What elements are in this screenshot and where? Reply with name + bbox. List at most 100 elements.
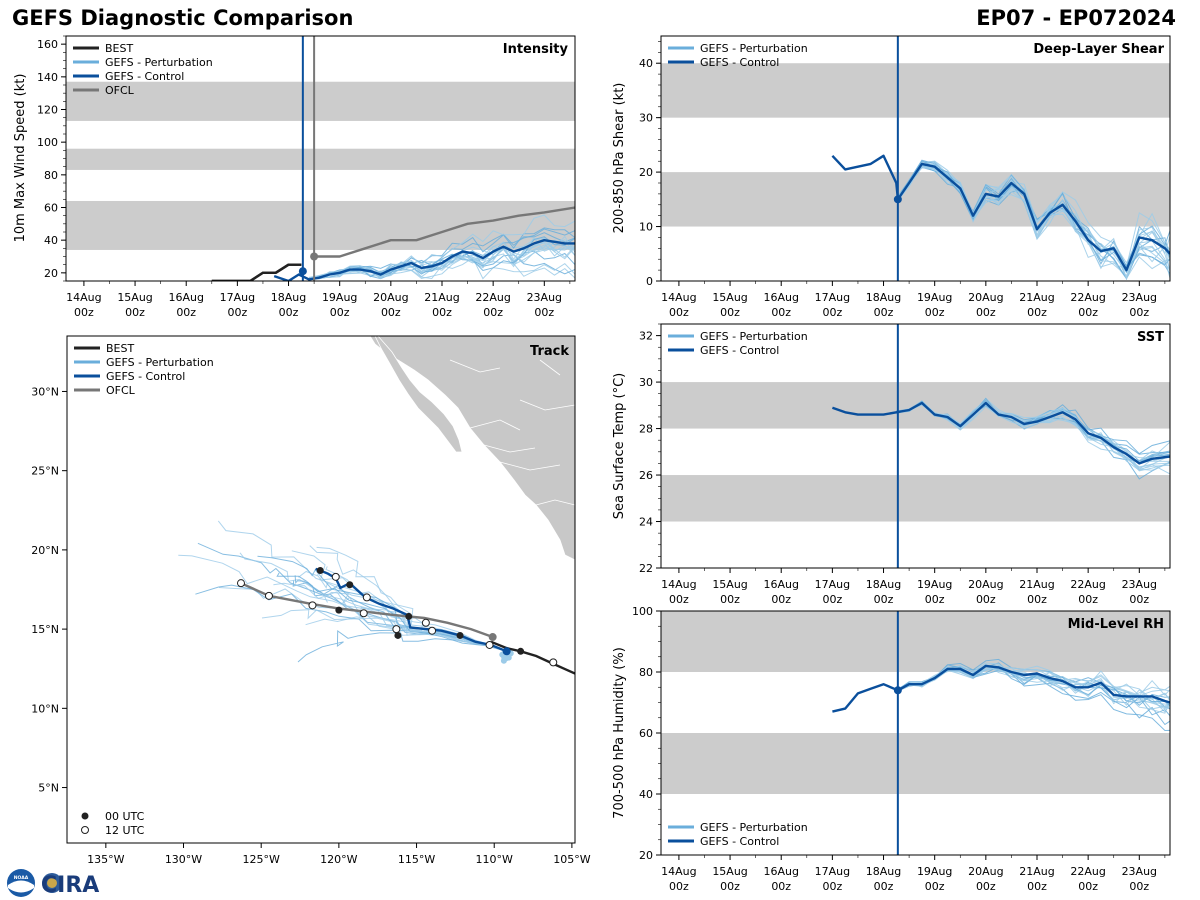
track-ytick-label-2: 15°N <box>31 623 59 636</box>
track-ytick-label-3: 20°N <box>31 544 59 557</box>
shear-marker <box>893 195 902 204</box>
track-point-00utc <box>394 631 402 639</box>
baja-california <box>374 336 463 453</box>
rh-xtick-label-time-8: 00z <box>1078 880 1098 893</box>
track-legend-label-2: GEFS - Control <box>106 370 185 383</box>
sst-ytick-label-0: 22 <box>639 562 653 575</box>
shear-title: Deep-Layer Shear <box>1033 42 1164 57</box>
rh-ytick-label-1: 40 <box>639 788 653 801</box>
sst-xtick-label-time-2: 00z <box>771 593 791 606</box>
track-ofcl-line <box>240 582 494 639</box>
track-point-00utc <box>335 606 343 614</box>
track-point-12utc <box>236 579 245 588</box>
intensity-band-2 <box>66 81 575 121</box>
intensity-xtick-label-2: 16Aug <box>168 291 203 304</box>
map-land <box>369 336 575 561</box>
sst-legend-label-0: GEFS - Perturbation <box>700 330 808 343</box>
sst-xtick-label-time-6: 00z <box>976 593 996 606</box>
intensity-panel: 20 40 60 80 100 120 140 160 14Aug 00z 15Aug 00z 16A… <box>13 35 576 319</box>
track-point-00utc <box>517 647 525 655</box>
rh-panel: 20 40 60 80 100 14Aug 00z 15Aug 00z 16Aug 00z 17Au… <box>612 605 1171 893</box>
rh-xtick-label-2: 16Aug <box>763 865 798 878</box>
rh-xtick-label-6: 20Aug <box>968 865 1003 878</box>
track-ytick-label-0: 5°N <box>38 782 59 795</box>
intensity-xtick-label-8: 22Aug <box>475 291 510 304</box>
track-ytick-label-5: 30°N <box>31 385 59 398</box>
shear-legend-label-1: GEFS - Control <box>700 56 779 69</box>
intensity-perturbation-member <box>308 257 575 280</box>
intensity-xtick-label-time-2: 00z <box>176 306 196 319</box>
intensity-xtick-label-time-5: 00z <box>330 306 350 319</box>
rh-xtick-label-4: 18Aug <box>866 865 901 878</box>
sst-xtick-label-time-0: 00z <box>669 593 689 606</box>
intensity-marker <box>310 252 319 261</box>
track-point-12utc <box>485 640 494 649</box>
rh-xtick-label-time-5: 00z <box>925 880 945 893</box>
shear-legend-label-0: GEFS - Perturbation <box>700 42 808 55</box>
track-legend-label-1: GEFS - Perturbation <box>106 356 214 369</box>
rh-xtick-label-0: 14Aug <box>661 865 696 878</box>
track-point-00utc <box>456 631 464 639</box>
intensity-ytick-label-2: 60 <box>44 202 58 215</box>
intensity-ytick-label-1: 40 <box>44 234 58 247</box>
intensity-xtick-label-0: 14Aug <box>66 291 101 304</box>
track-panel: 135°W 130°W 125°W 120°W 115°W 110°W 105°W 5°N 1… <box>31 335 591 866</box>
rh-xtick-label-time-9: 00z <box>1129 880 1149 893</box>
track-point-00utc <box>316 566 324 574</box>
track-point-12utc <box>331 572 340 581</box>
track-marker-legend-label-0: 00 UTC <box>105 810 145 823</box>
rh-xtick-label-time-1: 00z <box>720 880 740 893</box>
shear-ytick-label-3: 30 <box>639 112 653 125</box>
figure-title: GEFS Diagnostic Comparison <box>12 6 354 30</box>
rh-title: Mid-Level RH <box>1068 617 1164 632</box>
intensity-xtick-label-7: 21Aug <box>424 291 459 304</box>
track-xtick-label-0: 135°W <box>87 853 124 866</box>
track-marker-legend-00utc <box>81 812 89 820</box>
sst-title: SST <box>1137 330 1164 345</box>
track-point-12utc <box>264 591 273 600</box>
shear-control-line <box>831 154 1170 272</box>
shear-xtick-label-time-3: 00z <box>822 306 842 319</box>
intensity-title: Intensity <box>503 42 569 57</box>
track-xtick-label-3: 120°W <box>320 853 357 866</box>
track-ofcl-marker <box>488 633 497 642</box>
rh-xtick-label-8: 22Aug <box>1070 865 1105 878</box>
shear-xtick-label-time-6: 00z <box>976 306 996 319</box>
intensity-control-line <box>273 239 575 281</box>
intensity-perturbation-member <box>309 214 575 280</box>
shear-xtick-label-time-9: 00z <box>1129 306 1149 319</box>
sst-legend-label-1: GEFS - Control <box>700 344 779 357</box>
track-ytick-label-4: 25°N <box>31 465 59 478</box>
rh-xtick-label-3: 17Aug <box>815 865 850 878</box>
shear-band-1 <box>661 63 1170 118</box>
track-marker-legend-label-1: 12 UTC <box>105 824 145 837</box>
rh-ytick-label-2: 60 <box>639 727 653 740</box>
intensity-ytick-label-0: 20 <box>44 267 58 280</box>
sst-xtick-label-5: 19Aug <box>917 578 952 591</box>
intensity-xtick-label-time-3: 00z <box>227 306 247 319</box>
track-control-marker <box>502 647 511 656</box>
shear-xtick-label-6: 20Aug <box>968 291 1003 304</box>
sst-xtick-label-time-4: 00z <box>874 593 894 606</box>
sst-xtick-label-time-9: 00z <box>1129 593 1149 606</box>
track-perturbation-start <box>500 657 507 664</box>
rh-xtick-label-time-3: 00z <box>822 880 842 893</box>
storm-id: EP07 - EP072024 <box>976 6 1176 30</box>
intensity-xtick-label-time-9: 00z <box>534 306 554 319</box>
sst-xtick-label-7: 21Aug <box>1019 578 1054 591</box>
shear-ytick-label-4: 40 <box>639 57 653 70</box>
logo-group: NOAA CIRA <box>7 869 99 898</box>
track-legend-label-3: OFCL <box>106 384 136 397</box>
intensity-legend-label-0: BEST <box>105 42 133 55</box>
shear-ytick-label-2: 20 <box>639 166 653 179</box>
intensity-ytick-label-5: 120 <box>37 104 58 117</box>
intensity-xtick-label-time-1: 00z <box>125 306 145 319</box>
rh-xtick-label-7: 21Aug <box>1019 865 1054 878</box>
shear-band-0 <box>661 172 1170 227</box>
track-point-12utc <box>549 658 558 667</box>
sst-xtick-label-time-7: 00z <box>1027 593 1047 606</box>
